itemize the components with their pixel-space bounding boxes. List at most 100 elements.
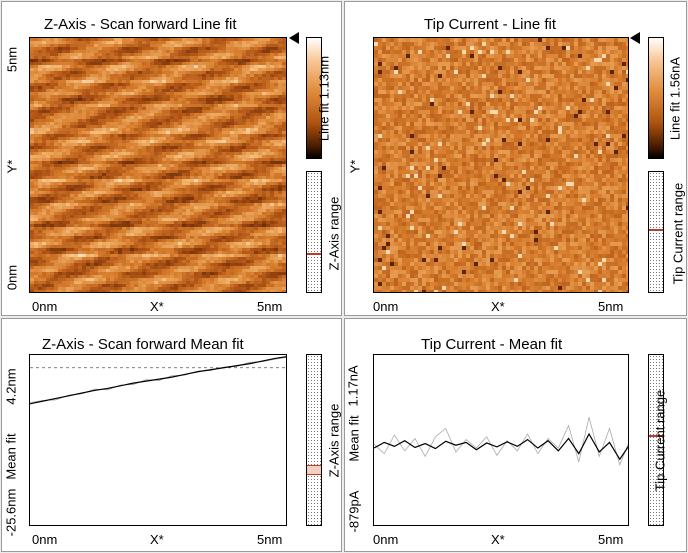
pixel [194, 188, 198, 191]
pixel [98, 119, 102, 122]
pixel [202, 242, 206, 245]
pixel [254, 68, 258, 71]
pixel [206, 158, 210, 161]
pixel [70, 116, 74, 119]
pixel [106, 155, 110, 158]
pixel [138, 110, 142, 113]
pixel [118, 56, 122, 59]
pixel [266, 140, 270, 143]
pixel [90, 242, 94, 245]
pixel [226, 71, 230, 74]
pixel [238, 152, 242, 155]
pixel [78, 101, 82, 104]
pixel [262, 131, 266, 134]
pixel [70, 101, 74, 104]
pixel [258, 125, 262, 128]
pixel [158, 71, 162, 74]
pixel [62, 251, 66, 254]
pixel [62, 50, 66, 53]
pixel [166, 149, 170, 152]
pixel [262, 197, 266, 200]
pixel [130, 260, 134, 263]
pixel [118, 155, 122, 158]
pixel [62, 167, 66, 170]
pixel [242, 239, 246, 242]
z-topography-image[interactable] [29, 37, 287, 293]
pixel [38, 179, 42, 182]
pixel [194, 71, 198, 74]
pixel [182, 62, 186, 65]
pixel [194, 101, 198, 104]
pixel [50, 122, 54, 125]
pixel [142, 131, 146, 134]
pixel [158, 62, 162, 65]
pixel [222, 116, 226, 119]
pixel [114, 230, 118, 233]
pixel [90, 155, 94, 158]
pixel [238, 116, 242, 119]
pixel [162, 191, 166, 194]
pixel [78, 230, 82, 233]
pixel [234, 134, 238, 137]
pixel [126, 92, 130, 95]
pixel [122, 173, 126, 176]
pixel [218, 152, 222, 155]
left-triangle-icon[interactable] [289, 32, 299, 44]
pixel [258, 161, 262, 164]
pixel [94, 182, 98, 185]
pixel [158, 248, 162, 251]
pixel [278, 122, 282, 125]
pixel [102, 206, 106, 209]
pixel [222, 167, 226, 170]
pixel [74, 239, 78, 242]
pixel [222, 137, 226, 140]
pixel [122, 62, 126, 65]
pixel [94, 203, 98, 206]
pixel [222, 71, 226, 74]
pixel [146, 59, 150, 62]
pixel [162, 128, 166, 131]
pixel [122, 107, 126, 110]
pixel [218, 122, 222, 125]
pixel [270, 44, 274, 47]
pixel [126, 101, 130, 104]
pixel [106, 209, 110, 212]
pixel [250, 50, 254, 53]
pixel [278, 56, 282, 59]
pixel [126, 59, 130, 62]
pixel [54, 110, 58, 113]
pixel [286, 170, 287, 173]
pixel [114, 131, 118, 134]
pixel [170, 56, 174, 59]
pixel [174, 176, 178, 179]
pixel [50, 74, 54, 77]
pixel [274, 110, 278, 113]
pixel [270, 176, 274, 179]
pixel [270, 236, 274, 239]
pixel [218, 233, 222, 236]
pixel [246, 56, 250, 59]
pixel [146, 83, 150, 86]
pixel [34, 50, 38, 53]
pixel [278, 107, 282, 110]
pixel [286, 209, 287, 212]
pixel [110, 53, 114, 56]
pixel [170, 89, 174, 92]
pixel [134, 104, 138, 107]
pixel [54, 77, 58, 80]
pixel [154, 44, 158, 47]
pixel [262, 251, 266, 254]
pixel [206, 104, 210, 107]
pixel [242, 158, 246, 161]
pixel [274, 236, 278, 239]
pixel [214, 161, 218, 164]
pixel [286, 188, 287, 191]
pixel [230, 143, 234, 146]
pixel [242, 98, 246, 101]
pixel [274, 230, 278, 233]
pixel [82, 116, 86, 119]
pixel [138, 167, 142, 170]
pixel [274, 74, 278, 77]
pixel [182, 173, 186, 176]
pixel [162, 197, 166, 200]
